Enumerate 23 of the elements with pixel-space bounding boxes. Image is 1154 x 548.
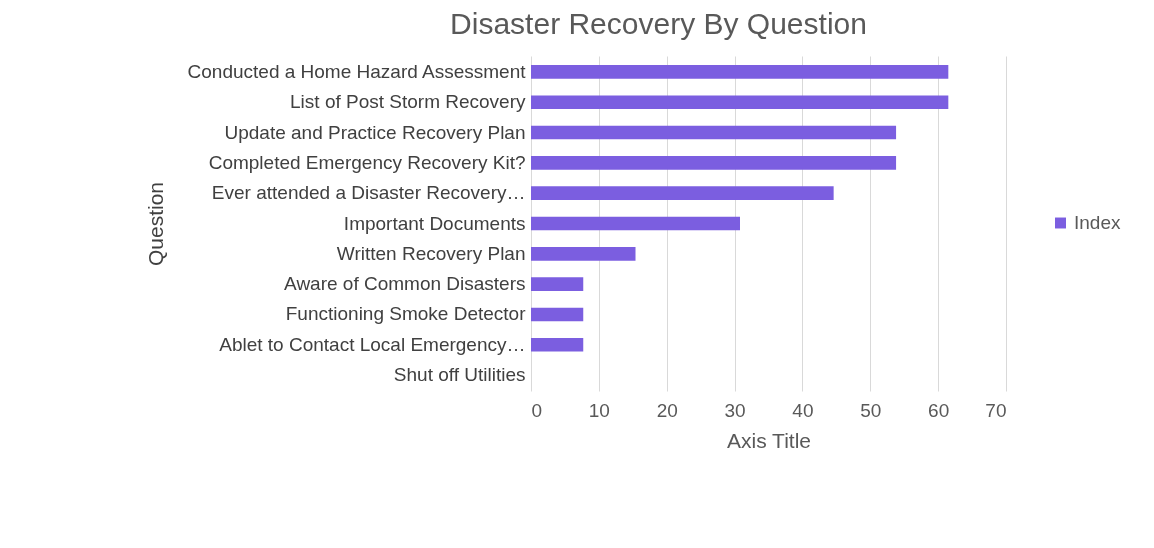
- y-tick-label: Written Recovery Plan: [336, 242, 526, 264]
- x-tick-label: 70: [985, 399, 1007, 421]
- x-tick-label: 50: [860, 399, 882, 421]
- legend-label: Index: [1074, 212, 1121, 233]
- x-tick-label: 20: [656, 399, 678, 421]
- y-tick-label: Aware of Common Disasters: [284, 273, 526, 295]
- x-axis-title: Axis Title: [726, 428, 812, 452]
- y-tick-label: Update and Practice Recovery Plan: [224, 121, 526, 143]
- x-tick-label: 0: [531, 399, 543, 421]
- y-tick-label: Completed Emergency Recovery Kit?: [208, 151, 526, 173]
- y-tick-label: Ever attended a Disaster Recovery…: [211, 182, 526, 204]
- y-tick-label: Shut off Utilities: [393, 364, 526, 386]
- x-tick-label: 60: [928, 399, 950, 421]
- x-tick-label: 30: [724, 399, 746, 421]
- y-tick-label: List of Post Storm Recovery: [290, 91, 526, 113]
- y-tick-label: Ablet to Contact Local Emergency…: [219, 333, 526, 355]
- x-tick-label: 40: [792, 399, 814, 421]
- x-tick-label: 10: [588, 399, 610, 421]
- y-tick-label: Important Documents: [343, 212, 526, 234]
- chart-title: Disaster Recovery By Question: [450, 7, 867, 40]
- y-axis-title: Question: [143, 181, 167, 267]
- y-tick-label: Functioning Smoke Detector: [285, 303, 527, 325]
- y-tick-label: Conducted a Home Hazard Assessment: [187, 60, 527, 82]
